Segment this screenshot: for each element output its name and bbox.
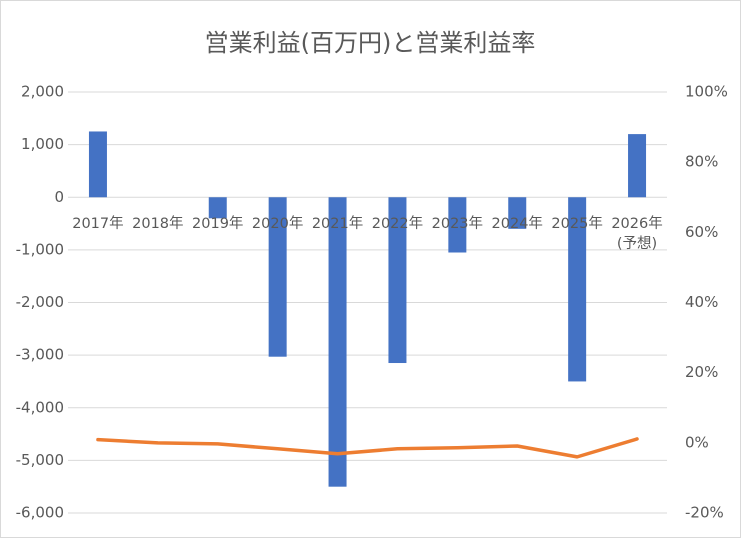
bar [508,197,527,229]
bar [208,197,227,219]
y-tick-label: -6,000 [16,504,64,522]
y2-tick-label: -20% [685,504,724,522]
y-tick-label: 2,000 [21,83,64,101]
y-tick-label: -2,000 [16,293,64,311]
y2-tick-label: 100% [685,83,728,101]
bar [388,197,407,364]
bar [328,197,347,487]
x-tick-label: 2023年 [431,216,484,233]
x-tick-label: 2022年 [371,216,424,233]
y2-tick-label: 20% [685,363,718,381]
x-tick-label: 2019年 [192,216,244,233]
y2-tick-label: 60% [685,223,718,241]
y2-tick-label: 80% [685,153,718,171]
y-tick-label: -3,000 [16,346,64,364]
x-tick-label: 2021年 [311,216,364,233]
y-tick-label: 0 [54,188,64,206]
y-tick-label: 1,000 [21,135,64,153]
y-tick-label: -1,000 [16,240,64,258]
line [96,437,639,459]
x-tick-label: 2020年 [251,216,304,233]
bar [568,197,587,382]
y2-tick-label: 0% [685,433,709,451]
x-tick-label: 2025年 [551,216,603,233]
x-tick-label: 2026年(予想) [611,216,663,253]
bar [88,131,107,198]
bar [628,134,647,198]
bar [448,197,467,253]
chart-title: 営業利益(百万円)と営業利益率 [205,29,536,57]
x-tick-label: 2017年 [72,216,124,233]
y-tick-label: -5,000 [16,451,64,469]
x-tick-label: 2018年 [132,216,184,233]
x-tick-label: 2024年 [491,216,543,233]
y-tick-label: -4,000 [16,398,64,416]
bar [268,197,287,357]
y2-tick-label: 40% [685,293,718,311]
